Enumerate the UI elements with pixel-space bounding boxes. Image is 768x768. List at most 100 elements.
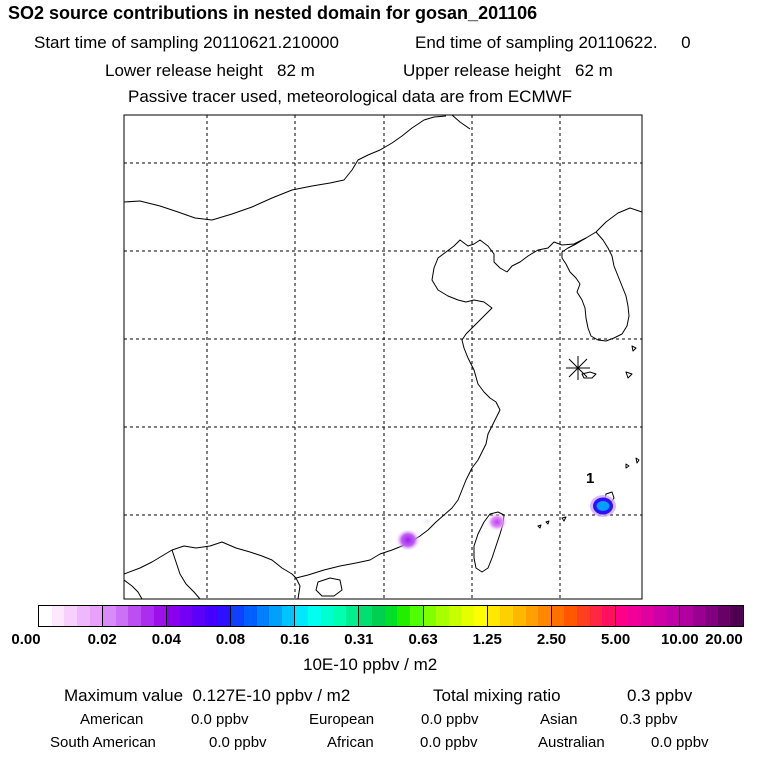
colorbar-cell xyxy=(564,606,577,626)
colorbar-cell xyxy=(192,606,206,626)
colorbar-segment xyxy=(486,606,551,626)
colorbar-cell xyxy=(128,606,141,626)
colorbar-cell xyxy=(628,606,642,626)
island xyxy=(625,371,633,379)
colorbar-cell xyxy=(256,606,270,626)
island xyxy=(625,463,630,469)
colorbar-cell xyxy=(641,606,654,626)
colorbar-segment xyxy=(102,606,167,626)
max-value-label: 1 xyxy=(586,470,594,487)
colorbar-cell xyxy=(461,606,475,626)
upper-release-label: Upper release height 62 m xyxy=(403,61,613,80)
colorbar-cell xyxy=(345,606,359,626)
colorbar-cell xyxy=(525,606,539,626)
colorbar-tick-label: 0.04 xyxy=(151,631,181,648)
china-coast-south xyxy=(295,417,497,579)
mongolia-border xyxy=(124,115,447,221)
colorbar-tick-label: 0.63 xyxy=(408,631,438,648)
colorbar-cell xyxy=(89,606,103,626)
colorbar-cell xyxy=(281,606,295,626)
region-value: 0.0 ppbv xyxy=(651,734,709,751)
lower-release-label: Lower release height 82 m xyxy=(105,61,315,80)
colorbar-cell xyxy=(551,606,565,626)
colorbar-cell xyxy=(153,606,167,626)
colorbar-cell xyxy=(512,606,526,626)
map-gridlines xyxy=(124,115,642,599)
max-value-marker xyxy=(590,495,616,517)
colorbar-segment xyxy=(358,606,423,626)
region-name: African xyxy=(327,734,374,751)
colorbar-cell xyxy=(423,606,437,626)
colorbar-cell xyxy=(487,606,501,626)
colorbar-cell xyxy=(39,606,52,626)
concentration-plume-faint xyxy=(421,517,433,525)
region-name: South American xyxy=(50,734,156,751)
colorbar-cell xyxy=(76,606,90,626)
taiwan-island xyxy=(473,511,505,573)
jeju-island xyxy=(581,371,597,379)
colorbar-cell xyxy=(409,606,423,626)
colorbar-tick-label: 20.00 xyxy=(705,631,743,648)
colorbar-tick-label: 0.02 xyxy=(87,631,117,648)
colorbar-cell xyxy=(115,606,129,626)
colorbar-cell xyxy=(448,606,462,626)
island xyxy=(537,524,542,529)
map-frame xyxy=(123,114,643,600)
island xyxy=(561,516,567,522)
colorbar-cell xyxy=(243,606,257,626)
colorbar-cell xyxy=(103,606,116,626)
china-coast-north xyxy=(431,239,508,419)
end-time-label: End time of sampling 20110622. 0 xyxy=(415,33,691,52)
colorbar-tick-label: 0.00 xyxy=(11,631,41,648)
colorbar-tick-label: 5.00 xyxy=(601,631,631,648)
colorbar-tick-label: 2.50 xyxy=(536,631,567,648)
colorbar-cell xyxy=(333,606,346,626)
total-mixing-value: 0.3 ppbv xyxy=(627,686,693,705)
region-name: American xyxy=(80,711,144,728)
colorbar-segment xyxy=(230,606,295,626)
colorbar-cell xyxy=(269,606,282,626)
concentration-plume-taiwan xyxy=(487,513,507,531)
island xyxy=(631,345,637,352)
island xyxy=(545,520,550,525)
island xyxy=(635,457,640,464)
colorbar-cell xyxy=(64,606,77,626)
colorbar-tick-label: 0.16 xyxy=(280,631,310,648)
map-title: SO2 source contributions in nested domai… xyxy=(8,3,538,23)
colorbar-cell xyxy=(384,606,398,626)
colorbar-cell xyxy=(692,606,706,626)
colorbar-cell xyxy=(589,606,603,626)
china-korea-border xyxy=(506,207,642,273)
colorbar-segment xyxy=(550,606,615,626)
colorbar-cell xyxy=(436,606,449,626)
colorbar-cell xyxy=(397,606,410,626)
colorbar-cell xyxy=(320,606,334,626)
region-value: 0.0 ppbv xyxy=(209,734,267,751)
colorbar-tick-label: 10.00 xyxy=(661,631,699,648)
colorbar-cell xyxy=(359,606,373,626)
laos-border xyxy=(171,549,201,599)
colorbar-cell xyxy=(730,606,744,626)
colorbar-segment xyxy=(678,606,744,626)
colorbar-cell xyxy=(372,606,385,626)
hainan-island xyxy=(315,577,343,597)
max-value-text: Maximum value 0.127E-10 ppbv / m2 xyxy=(64,686,351,705)
colorbar-cell xyxy=(231,606,244,626)
receptor-star-icon xyxy=(566,356,590,380)
colorbar-segment xyxy=(39,606,103,626)
region-value: 0.3 ppbv xyxy=(620,711,678,728)
colorbar-cell xyxy=(602,606,615,626)
manchuria-border xyxy=(451,115,471,130)
colorbar-cell xyxy=(577,606,590,626)
region-name: Australian xyxy=(538,734,605,751)
colorbar-cell xyxy=(666,606,679,626)
start-time-label: Start time of sampling 20110621.210000 xyxy=(34,33,339,52)
colorbar-cell xyxy=(705,606,718,626)
indochina-border xyxy=(124,541,301,599)
colorbar-cell xyxy=(295,606,308,626)
korea-coast xyxy=(561,231,630,342)
colorbar-units: 10E-10 ppbv / m2 xyxy=(303,655,438,674)
colorbar-cell xyxy=(308,606,321,626)
colorbar-segment xyxy=(294,606,359,626)
